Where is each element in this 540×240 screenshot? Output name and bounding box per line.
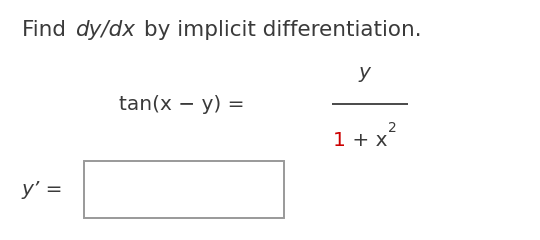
Text: + x: + x	[346, 131, 388, 150]
Text: dy/dx: dy/dx	[75, 20, 134, 40]
Text: tan(x − y) =: tan(x − y) =	[119, 95, 244, 114]
Text: by implicit differentiation.: by implicit differentiation.	[137, 20, 421, 40]
Text: y: y	[359, 62, 370, 82]
Text: 1: 1	[333, 131, 346, 150]
FancyBboxPatch shape	[84, 161, 284, 218]
Text: 2: 2	[388, 121, 396, 135]
Text: y’ =: y’ =	[22, 180, 63, 199]
Text: Find: Find	[22, 20, 72, 40]
